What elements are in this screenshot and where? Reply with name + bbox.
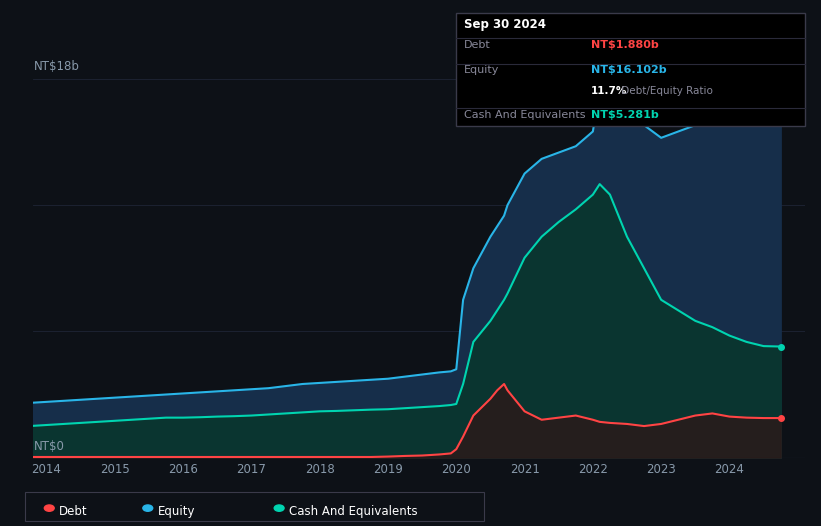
Text: Cash And Equivalents: Cash And Equivalents bbox=[464, 110, 585, 120]
Text: NT$5.281b: NT$5.281b bbox=[591, 110, 659, 120]
Text: NT$0: NT$0 bbox=[34, 440, 65, 453]
Text: 11.7%: 11.7% bbox=[591, 86, 627, 96]
Text: Sep 30 2024: Sep 30 2024 bbox=[464, 18, 546, 32]
Text: Debt: Debt bbox=[59, 505, 88, 518]
Text: Debt: Debt bbox=[464, 40, 491, 50]
Text: NT$1.880b: NT$1.880b bbox=[591, 40, 659, 50]
Text: Cash And Equivalents: Cash And Equivalents bbox=[289, 505, 418, 518]
Text: NT$18b: NT$18b bbox=[34, 59, 80, 73]
Text: Debt/Equity Ratio: Debt/Equity Ratio bbox=[618, 86, 713, 96]
Text: Equity: Equity bbox=[158, 505, 195, 518]
Text: NT$16.102b: NT$16.102b bbox=[591, 65, 667, 75]
Text: Equity: Equity bbox=[464, 65, 499, 75]
